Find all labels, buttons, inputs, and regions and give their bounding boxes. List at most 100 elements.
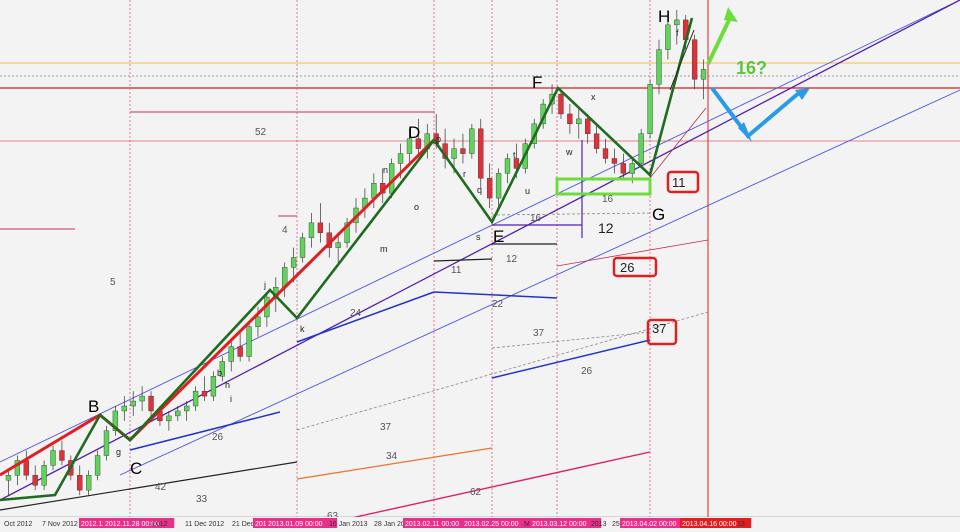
sub-label: b — [217, 368, 222, 378]
bull-candle[interactable] — [700, 69, 707, 80]
bear-candle[interactable] — [23, 460, 29, 476]
bear-candle[interactable] — [460, 148, 466, 154]
sub-label: j — [263, 280, 266, 290]
bear-candle[interactable] — [585, 118, 591, 134]
bull-candle[interactable] — [121, 405, 127, 412]
bull-candle[interactable] — [192, 390, 199, 407]
bull-candle[interactable] — [175, 410, 181, 417]
bull-candle[interactable] — [638, 133, 644, 164]
boxed-labels: 11 26 37 — [620, 175, 686, 336]
gray-dashed-line-3 — [491, 212, 651, 216]
bull-candle[interactable] — [451, 148, 457, 159]
wave-label-g: G — [652, 205, 665, 224]
bull-candle[interactable] — [665, 24, 671, 50]
bull-candle[interactable] — [495, 173, 502, 199]
date-tag-bg — [79, 518, 113, 528]
bear-candle[interactable] — [77, 475, 83, 491]
bull-candle[interactable] — [246, 326, 252, 357]
x-tick-label: 11 Dec 2012 — [185, 521, 224, 528]
bull-candle[interactable] — [228, 346, 234, 362]
x-tick-label: 2012.11.28 00:00 — [105, 521, 159, 528]
highlight-box-26 — [612, 256, 658, 278]
bull-candle[interactable] — [86, 475, 92, 491]
bull-candle[interactable] — [41, 465, 47, 486]
bull-candle[interactable] — [397, 153, 404, 164]
blue-arrow-head-2 — [795, 88, 810, 100]
bull-candle[interactable] — [674, 19, 680, 26]
bull-candle[interactable] — [576, 118, 582, 125]
sub-label: q — [477, 185, 482, 195]
bear-candle[interactable] — [593, 133, 600, 149]
bull-candle[interactable] — [504, 158, 511, 174]
count-label: 26 — [581, 366, 593, 377]
bear-candle[interactable] — [478, 128, 484, 179]
bull-candle[interactable] — [14, 460, 21, 476]
lower-channel-line — [119, 89, 960, 476]
bull-candle[interactable] — [130, 400, 136, 407]
bull-candle[interactable] — [210, 376, 217, 397]
boxed-label-26: 26 — [620, 260, 634, 275]
bear-candle[interactable] — [602, 148, 609, 159]
bull-candle[interactable] — [647, 84, 653, 134]
bull-candle[interactable] — [5, 475, 12, 481]
x-tick-label: 2013.02.25 00:00 — [464, 521, 519, 528]
bull-candle[interactable] — [166, 415, 172, 422]
bear-candle[interactable] — [237, 346, 243, 357]
bear-candle[interactable] — [415, 138, 422, 149]
bear-candle[interactable] — [567, 113, 573, 125]
x-tick-label: 2013.01.09 00:00 — [268, 521, 323, 528]
bear-candle[interactable] — [201, 390, 208, 397]
x-tick-label: 25 — [612, 521, 620, 528]
x-tick-label: 7 Nov 2012 — [42, 521, 78, 528]
x-tick-label: 2013.04.16 00:00 — [682, 521, 737, 528]
wave-label-d: D — [408, 123, 420, 142]
sub-label: o — [414, 202, 419, 212]
bear-candle[interactable] — [59, 450, 65, 461]
bull-candle[interactable] — [656, 49, 662, 85]
bear-candle[interactable] — [691, 39, 698, 80]
bull-candle[interactable] — [103, 430, 110, 456]
bull-candle[interactable] — [629, 163, 635, 174]
candlestick-series — [5, 10, 707, 496]
bull-candle[interactable] — [94, 455, 101, 476]
boxed-label-11: 11 — [672, 175, 686, 190]
sub-label: k — [300, 324, 305, 334]
bull-candle[interactable] — [469, 128, 475, 154]
highlight-box-11 — [666, 170, 700, 194]
bull-candle[interactable] — [50, 450, 56, 466]
bull-candle[interactable] — [344, 222, 350, 243]
bear-candle[interactable] — [558, 93, 564, 115]
bear-candle[interactable] — [487, 178, 493, 199]
bull-candle[interactable] — [406, 138, 413, 154]
date-grid-lines — [129, 0, 709, 517]
x-tick-label: 2013 — [591, 521, 607, 528]
bear-candle[interactable] — [620, 163, 626, 174]
count-label: 26 — [212, 432, 224, 443]
bull-candle[interactable] — [219, 361, 225, 377]
x-axis: Oct 2012 7 Nov 2012 2012.11 2012.11.28 00:0… — [0, 517, 960, 532]
bull-candle[interactable] — [184, 405, 190, 412]
bull-candle[interactable] — [112, 410, 119, 431]
bull-candle[interactable] — [308, 222, 315, 238]
x-tick-label: 21 Dec — [232, 521, 255, 528]
bear-candle[interactable] — [32, 475, 38, 486]
count-label: 63 — [327, 511, 339, 522]
bull-candle[interactable] — [335, 242, 341, 248]
bear-candle[interactable] — [513, 158, 520, 169]
bull-candle[interactable] — [255, 316, 261, 327]
bear-candle[interactable] — [611, 158, 618, 164]
projection-arrows — [706, 7, 810, 142]
bear-candle[interactable] — [317, 222, 324, 233]
bull-candle[interactable] — [290, 257, 297, 268]
black-level-1 — [433, 258, 493, 262]
x-tick-label: 2013.03.12 00:00 — [532, 521, 587, 528]
bull-candle[interactable] — [139, 395, 145, 402]
support-line-3 — [433, 291, 558, 299]
green-arrow — [706, 17, 732, 65]
bear-candle[interactable] — [148, 395, 154, 412]
bull-candle[interactable] — [299, 237, 306, 258]
pink-resistance-line — [556, 239, 709, 267]
